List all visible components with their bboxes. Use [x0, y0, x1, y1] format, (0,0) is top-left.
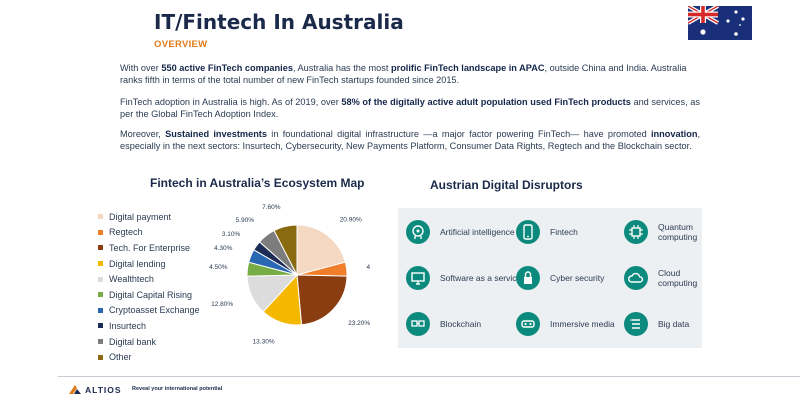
adoption-paragraph: FinTech adoption in Australia is high. A…: [120, 97, 700, 119]
page-subtitle: OVERVIEW: [154, 39, 208, 50]
disruptor-tile: Artificial intelligence: [406, 220, 515, 244]
disruptor-tile: Cloud computing: [624, 266, 702, 290]
legend-item: Tech. For Enterprise: [98, 240, 228, 256]
fintech-phone-icon: [516, 220, 540, 244]
pie-slice: [296, 274, 348, 326]
footer-divider: [58, 376, 800, 377]
legend-item: Digital Capital Rising: [98, 287, 228, 303]
disruptor-tile: Fintech: [516, 220, 578, 244]
pie-slice: [296, 224, 346, 276]
disruptor-label: Software as a service: [440, 273, 522, 283]
pie-data-label: 4.50%: [209, 264, 228, 271]
legend-swatch: [98, 292, 103, 298]
pie-data-label: 20.90%: [340, 217, 362, 224]
legend-swatch: [98, 354, 103, 360]
pie-data-label: 12.80%: [211, 301, 233, 308]
altios-logo-icon: [69, 385, 81, 394]
disruptor-label: Blockchain: [440, 319, 482, 329]
legend-swatch: [98, 276, 103, 282]
legend-label: Digital payment: [109, 211, 172, 222]
disruptor-tile: Big data: [624, 312, 689, 336]
legend-label: Other: [109, 352, 132, 363]
disruptor-label: Artificial intelligence: [440, 227, 515, 237]
legend-item: Digital lending: [98, 256, 228, 272]
pie-data-label: 23.20%: [348, 320, 370, 327]
footer-tagline: Reveal your international potential: [132, 386, 223, 392]
legend-swatch: [98, 261, 103, 267]
legend-swatch: [98, 323, 103, 329]
disruptor-tile: Cyber security: [516, 266, 604, 290]
legend-label: Wealthtech: [109, 274, 154, 285]
legend-item: Digital bank: [98, 334, 228, 350]
legend-label: Tech. For Enterprise: [109, 242, 191, 253]
page-title: IT/Fintech In Australia: [154, 10, 404, 34]
big-data-icon: [624, 312, 648, 336]
legend-swatch: [98, 229, 103, 235]
disruptor-label: Quantum computing: [658, 222, 698, 242]
legend-item: Regtech: [98, 225, 228, 241]
software-monitor-icon: [406, 266, 430, 290]
cloud-icon: [624, 266, 648, 290]
investment-paragraph: Moreover, Sustained investments in found…: [120, 129, 701, 151]
pie-slice: [273, 224, 298, 276]
ai-head-icon: [406, 220, 430, 244]
chart-legend: Digital payment Regtech Tech. For Enterpri…: [98, 209, 228, 365]
logo-text: ALTIOS: [85, 384, 122, 395]
pie-data-label: 3.10%: [222, 231, 241, 238]
legend-item: Digital payment: [98, 209, 228, 225]
altios-logo: ALTIOS: [68, 384, 122, 395]
legend-label: Digital Capital Rising: [109, 289, 193, 300]
disruptors-title: Austrian Digital Disruptors: [430, 178, 583, 192]
legend-label: Regtech: [109, 227, 143, 238]
pie-data-label: 5.90%: [236, 217, 255, 224]
legend-label: Digital bank: [109, 336, 157, 347]
pie-data-label: 13.30%: [253, 338, 275, 345]
pie-data-label: 4.30%: [214, 245, 233, 252]
disruptors-panel: Artificial intelligence Fintech Quantum co…: [398, 208, 702, 348]
australia-flag-icon: [688, 6, 752, 40]
quantum-chip-icon: [624, 220, 648, 244]
legend-item: Other: [98, 349, 228, 365]
legend-item: Cryptoasset Exchange: [98, 303, 228, 319]
disruptor-tile: Software as a service: [406, 266, 521, 290]
legend-label: Insurtech: [109, 320, 147, 331]
disruptor-tile: Quantum computing: [624, 220, 702, 244]
disruptor-label: Fintech: [550, 227, 578, 237]
legend-swatch: [98, 307, 103, 313]
pie-data-label: 4.50%: [367, 264, 371, 271]
intro-paragraph: With over 550 active FinTech companies, …: [120, 63, 687, 85]
legend-label: Digital lending: [109, 258, 166, 269]
disruptor-tile: Immersive media: [516, 312, 615, 336]
ecosystem-map-title: Fintech in Australia’s Ecosystem Map: [150, 176, 365, 190]
legend-item: Wealthtech: [98, 271, 228, 287]
cyber-lock-icon: [516, 266, 540, 290]
legend-item: Insurtech: [98, 318, 228, 334]
disruptor-tile: Blockchain: [406, 312, 481, 336]
disruptor-label: Big data: [658, 319, 690, 329]
vr-headset-icon: [516, 312, 540, 336]
legend-swatch: [98, 339, 103, 345]
disruptor-label: Immersive media: [550, 319, 615, 329]
blockchain-icon: [406, 312, 430, 336]
pie-data-label: 7.60%: [262, 204, 281, 211]
legend-swatch: [98, 214, 103, 220]
disruptor-label: Cloud computing: [658, 268, 698, 288]
disruptor-label: Cyber security: [550, 273, 605, 283]
ecosystem-pie-chart: 20.90% 4.50% 23.20% 13.30% 12.80% 4.50% 4.30% 3…: [209, 204, 371, 345]
legend-label: Cryptoasset Exchange: [109, 305, 200, 316]
legend-swatch: [98, 245, 103, 251]
